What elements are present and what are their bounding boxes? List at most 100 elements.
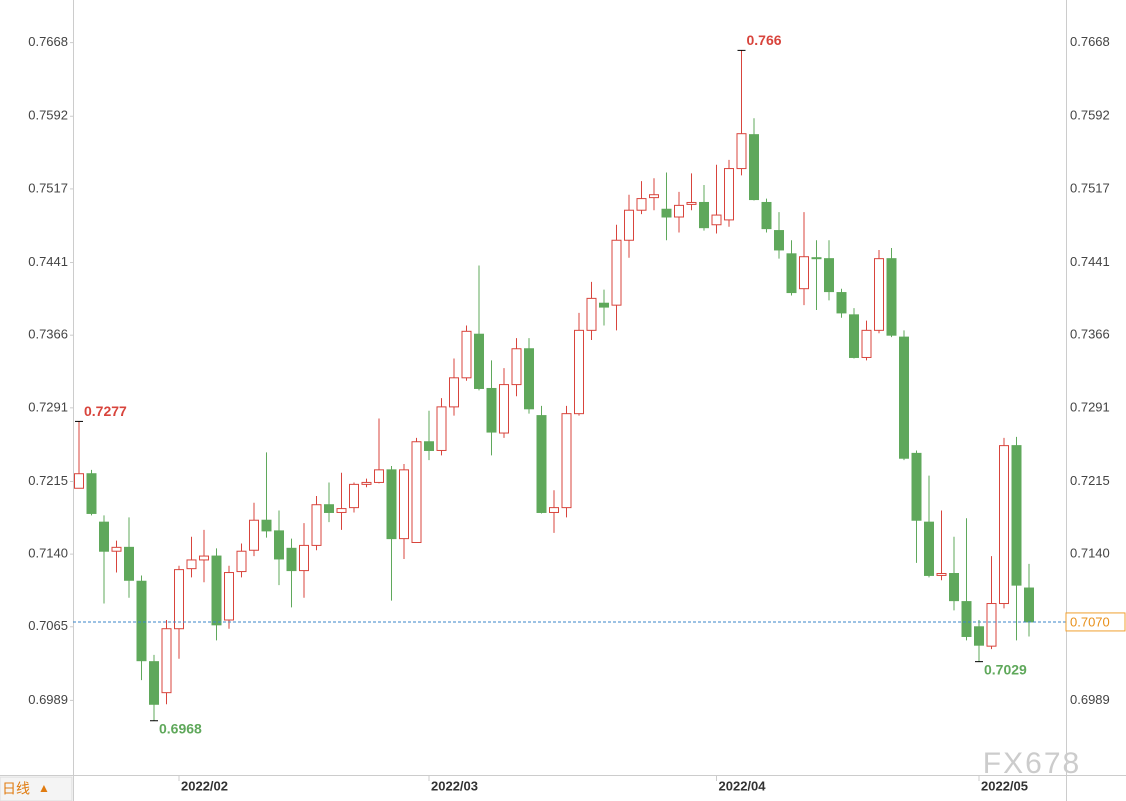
candle: [524, 338, 534, 414]
candle: [324, 482, 334, 523]
period-label[interactable]: 日线: [2, 781, 30, 797]
candle-body: [649, 194, 659, 199]
candle: [136, 575, 147, 681]
candle-body: [811, 257, 822, 260]
candle-body: [436, 406, 447, 451]
candle-body: [786, 253, 797, 294]
candle: [499, 368, 509, 438]
candle: [699, 185, 709, 231]
candle: [474, 265, 484, 391]
candle: [349, 482, 359, 513]
candle: [249, 502, 259, 557]
candle: [799, 212, 809, 306]
candle-body: [674, 204, 684, 218]
candle: [924, 475, 934, 578]
candle-body: [911, 452, 922, 521]
candle: [224, 565, 234, 629]
candle: [611, 224, 622, 331]
candle: [586, 281, 597, 341]
candle: [724, 159, 734, 227]
candle-body: [511, 348, 522, 386]
y2-tick-label: 0.7441: [1070, 254, 1110, 269]
candle: [199, 529, 209, 583]
candle-body: [961, 601, 972, 637]
candle: [86, 469, 97, 516]
candle-body: [874, 258, 884, 331]
candle-body: [886, 258, 897, 336]
candle: [261, 452, 272, 538]
candle: [399, 464, 409, 559]
candle-body: [736, 133, 747, 170]
candle: [536, 405, 547, 514]
candle: [661, 172, 672, 241]
candle-body: [711, 214, 722, 226]
y-tick-label: 0.7592: [28, 108, 68, 123]
watermark: FX678: [983, 747, 1081, 780]
candle: [161, 620, 172, 705]
candle: [436, 398, 447, 456]
candle-body: [761, 201, 772, 230]
candle-body: [574, 329, 584, 415]
y-tick-label: 0.7215: [28, 473, 68, 488]
candle: [461, 325, 472, 381]
candle: [286, 538, 297, 608]
candle-body: [299, 544, 309, 572]
y-tick-label: 0.6989: [28, 692, 68, 707]
y2-tick-label: 0.7291: [1070, 399, 1110, 414]
candle-body: [311, 504, 322, 546]
candle-body: [1011, 445, 1022, 586]
candle: [74, 421, 84, 489]
candle-body: [861, 329, 872, 358]
candle-body: [849, 314, 859, 358]
candle-body: [986, 603, 997, 647]
candle: [786, 240, 797, 296]
candle-body: [724, 168, 734, 221]
extreme-label: 0.7277: [84, 403, 127, 419]
candle: [561, 405, 572, 518]
candle-body: [349, 483, 359, 509]
y-tick-label: 0.7517: [28, 180, 68, 195]
candle: [274, 510, 284, 586]
candle: [511, 338, 522, 397]
candle: [649, 178, 659, 211]
candle: [886, 248, 897, 338]
candle: [411, 437, 422, 543]
candle-body: [586, 297, 597, 331]
candle-body: [124, 546, 134, 581]
candle-body: [661, 208, 672, 218]
candle: [961, 518, 972, 641]
candle-body: [636, 198, 647, 211]
candle: [299, 523, 309, 598]
candle: [824, 240, 834, 301]
candle: [211, 548, 222, 641]
candle: [974, 620, 984, 662]
candle-body: [974, 626, 984, 646]
y-tick-label: 0.7291: [28, 399, 68, 414]
candle-body: [824, 258, 834, 293]
candle-body: [611, 239, 622, 306]
candle-body: [274, 530, 284, 560]
current-price-label: 0.7070: [1070, 614, 1110, 629]
x-tick-label: 2022/04: [719, 778, 767, 793]
period-button[interactable]: 日线 ▲: [0, 776, 73, 801]
candle-body: [261, 519, 272, 532]
period-arrow[interactable]: ▲: [38, 781, 50, 795]
candle: [424, 410, 434, 461]
candle-body: [174, 569, 184, 630]
candle: [986, 556, 997, 650]
y-tick-label: 0.7441: [28, 254, 68, 269]
candle-body: [99, 521, 109, 552]
candle: [686, 173, 697, 211]
candle-body: [224, 572, 234, 621]
candle-body: [186, 559, 197, 570]
candle-body: [461, 330, 472, 379]
period-button-bg[interactable]: [0, 776, 73, 801]
candle: [124, 517, 134, 598]
candle-body: [561, 413, 572, 509]
candle-body: [336, 508, 347, 513]
candle-body: [599, 302, 609, 308]
candle-body: [111, 546, 122, 552]
candle-body: [449, 377, 459, 408]
y-tick-label: 0.7366: [28, 327, 68, 342]
